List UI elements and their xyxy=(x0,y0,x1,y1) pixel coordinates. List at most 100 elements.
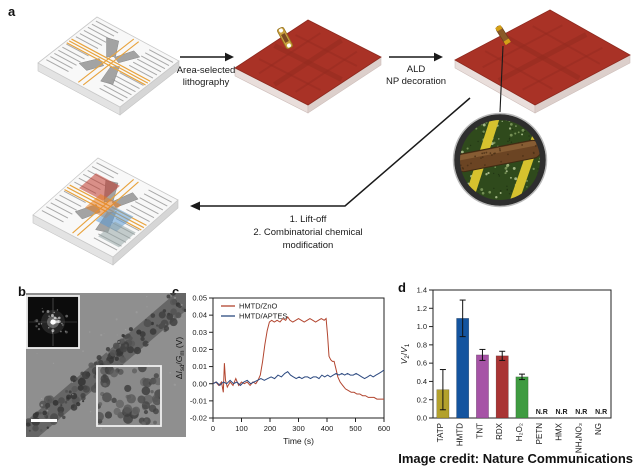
gold-wire xyxy=(68,40,149,84)
x-tick-label: 100 xyxy=(235,424,248,433)
electrode-stripe xyxy=(128,64,154,79)
electrode-stripe xyxy=(126,208,150,222)
panel-d-label: d xyxy=(398,280,406,295)
chemical-region xyxy=(98,221,136,248)
electrode-stripe xyxy=(111,78,136,93)
scale-bar xyxy=(31,419,57,422)
electrode-stripe xyxy=(139,197,164,211)
electrode-stripe xyxy=(75,36,99,50)
electrode-stripe xyxy=(46,59,69,73)
category-label: NG xyxy=(594,423,603,435)
resist-pattern xyxy=(258,58,321,91)
step1-label-line1: Area-selected xyxy=(177,65,236,76)
electrode-stripe xyxy=(135,201,159,215)
process-arrow-1-head xyxy=(225,52,234,62)
resist-pattern xyxy=(295,50,358,93)
resist-pattern xyxy=(522,46,603,91)
electrode-stripe xyxy=(50,202,73,215)
category-label: TATP xyxy=(436,423,445,442)
resist-pattern xyxy=(504,34,581,81)
y-tick-label: 0.4 xyxy=(417,377,427,386)
chemical-region xyxy=(79,173,120,201)
category-label: NH₄NO₃ xyxy=(574,423,583,453)
image-credit: Image credit: Nature Communications xyxy=(398,451,633,466)
no-response-label: N.R xyxy=(536,409,548,416)
electrode-stripe xyxy=(119,72,144,86)
hrtem-particles xyxy=(98,367,160,425)
resist-pattern xyxy=(295,34,358,67)
electrode-stripe xyxy=(63,190,86,203)
bar-H₂O₂ xyxy=(515,376,529,419)
electrode-stripe xyxy=(132,61,158,76)
category-label: TNT xyxy=(475,423,484,439)
category-label: HMX xyxy=(555,422,564,440)
electrode-stripe xyxy=(46,206,69,219)
electrode-stripe xyxy=(103,84,128,99)
panel-a-label: a xyxy=(8,4,16,19)
series-HMTD/APTES xyxy=(212,369,385,387)
x-tick-label: 500 xyxy=(349,424,362,433)
electrode-stripe xyxy=(58,49,81,63)
step3-label-line3: modification xyxy=(283,240,334,251)
magnifier-ring-outer xyxy=(452,112,548,208)
fft-pattern xyxy=(29,298,77,346)
process-arrow-3-head xyxy=(190,201,200,211)
legend-label: HMTD/ZnO xyxy=(239,302,277,311)
step3-label-line1: 1. Lift-off xyxy=(290,214,327,225)
step1-label-line2: lithography xyxy=(183,77,230,88)
y-tick-label: 0.2 xyxy=(417,395,427,404)
electrode-stripe xyxy=(66,43,89,57)
electrode-stripe xyxy=(148,189,172,203)
lithography-window xyxy=(277,26,293,50)
x-tick-label: 200 xyxy=(264,424,277,433)
gold-wire xyxy=(77,38,135,83)
electrode-stripe xyxy=(62,46,85,60)
electrode-stripe xyxy=(83,30,107,43)
resist-coated-chip xyxy=(234,19,382,114)
electrode-stripe xyxy=(95,20,119,34)
device-chip-pristine xyxy=(37,16,180,116)
y-tick-label: 0.04 xyxy=(192,311,207,320)
y-tick-label: -0.01 xyxy=(190,396,207,405)
electrode-stripe xyxy=(54,198,77,211)
electrode-stripe xyxy=(91,166,114,179)
resist-pattern xyxy=(484,50,553,90)
y-tick-label: 0.6 xyxy=(417,359,427,368)
x-axis-title: Time (s) xyxy=(283,436,314,446)
magnifier-connector-line xyxy=(499,45,504,113)
chemical-region xyxy=(95,205,134,232)
electrode-stripe xyxy=(50,56,73,69)
electrode-stripe xyxy=(79,33,103,46)
electrode-stripe xyxy=(140,55,166,70)
electrode-stripe xyxy=(143,193,168,207)
no-response-label: N.R xyxy=(595,409,607,416)
step3-label-line2: 2. Combinatorial chemical xyxy=(253,227,362,238)
gold-wire xyxy=(66,42,146,86)
y-tick-label: 0.8 xyxy=(417,340,427,349)
y-tick-label: 0.0 xyxy=(417,414,427,423)
electrode-stripe xyxy=(93,237,118,251)
resist-pattern xyxy=(258,32,321,75)
y-tick-label: 0.01 xyxy=(192,362,207,371)
resist-pattern xyxy=(482,24,563,69)
electrode-stripe xyxy=(87,26,111,40)
legend-label: HMTD/APTES xyxy=(239,312,287,321)
panel-c-line-chart: -0.02 -0.01 0.00 0.01 0.02 0.03 0.04 0.05 0 100 20… xyxy=(174,294,390,446)
electrode-stripe xyxy=(115,75,140,90)
y-tick-label: -0.02 xyxy=(190,414,207,423)
gold-wire xyxy=(71,38,151,82)
x-tick-label: 400 xyxy=(321,424,334,433)
y-tick-label: 1.0 xyxy=(417,322,427,331)
bar-TNT xyxy=(476,354,489,419)
resist-pattern xyxy=(532,25,601,65)
magnifier-ring xyxy=(454,114,546,206)
resist-pattern xyxy=(273,43,343,82)
y-tick-label: 0.05 xyxy=(192,294,207,303)
electrode-stripe xyxy=(54,53,77,66)
panel-a-schematic: Area-selected lithography ALD NP decorat… xyxy=(32,9,631,266)
bar-RDX xyxy=(495,355,509,419)
category-label: HMTD xyxy=(456,423,465,446)
y-tick-label: 0.00 xyxy=(192,379,207,388)
electrode-stripe xyxy=(59,194,82,207)
